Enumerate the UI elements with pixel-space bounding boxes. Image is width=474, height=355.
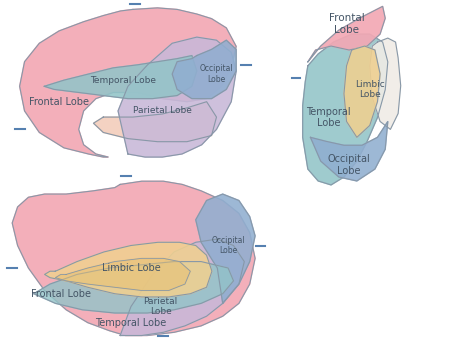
Polygon shape: [196, 194, 255, 304]
Polygon shape: [308, 6, 385, 62]
Polygon shape: [120, 239, 244, 335]
Text: Temporal
Lobe: Temporal Lobe: [306, 106, 351, 128]
Polygon shape: [34, 262, 234, 313]
Polygon shape: [303, 34, 388, 185]
Polygon shape: [45, 242, 212, 297]
Polygon shape: [55, 258, 191, 290]
Polygon shape: [370, 38, 401, 129]
Polygon shape: [44, 56, 197, 99]
Text: Parietal
Lobe: Parietal Lobe: [144, 297, 178, 316]
Text: Occipital
Lobe: Occipital Lobe: [211, 236, 245, 255]
Text: Occipital
Lobe: Occipital Lobe: [200, 64, 233, 84]
Text: Limbic Lobe: Limbic Lobe: [101, 263, 160, 273]
Polygon shape: [172, 40, 236, 99]
Text: Occipital
Lobe: Occipital Lobe: [328, 154, 371, 176]
Polygon shape: [93, 102, 217, 142]
Polygon shape: [118, 37, 236, 157]
Text: Limbic
Lobe: Limbic Lobe: [355, 80, 384, 99]
Text: Temporal Lobe: Temporal Lobe: [95, 318, 166, 328]
Polygon shape: [344, 46, 380, 137]
Text: Temporal Lobe: Temporal Lobe: [90, 76, 156, 85]
Text: Frontal
Lobe: Frontal Lobe: [328, 13, 365, 35]
Text: Parietal Lobe: Parietal Lobe: [133, 106, 192, 115]
Text: Frontal Lobe: Frontal Lobe: [31, 289, 91, 299]
Polygon shape: [12, 181, 255, 335]
Text: Frontal Lobe: Frontal Lobe: [29, 97, 89, 107]
Polygon shape: [19, 8, 236, 157]
Polygon shape: [310, 121, 388, 181]
